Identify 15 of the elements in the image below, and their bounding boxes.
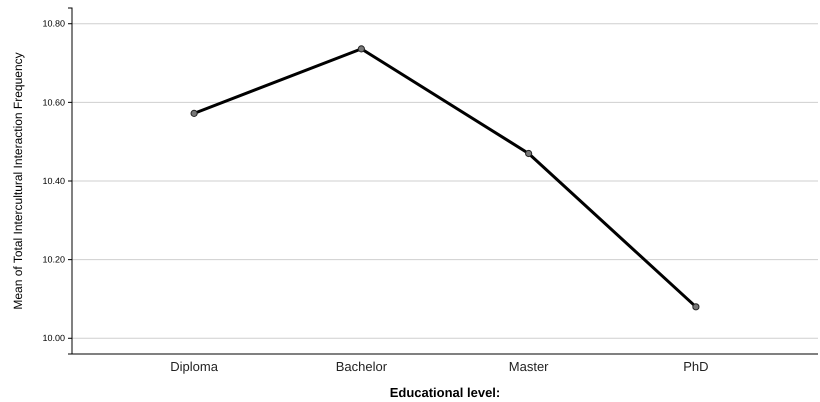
point xyxy=(190,110,198,117)
point xyxy=(358,45,365,52)
x-tick-label: Master xyxy=(508,359,550,374)
x-axis-title: Educational level: xyxy=(390,385,500,400)
x-tick-label: Diploma xyxy=(170,359,219,374)
y-tick-label: 10.60 xyxy=(42,97,65,108)
point xyxy=(692,303,700,310)
y-tick-label: 10.80 xyxy=(42,18,65,29)
y-tick-label: 10.00 xyxy=(42,333,65,344)
x-tick-label: Bachelor xyxy=(336,359,388,374)
point xyxy=(525,150,532,158)
y-tick-label: 10.20 xyxy=(42,254,65,265)
y-axis-title: Mean of Total Intercultural Interaction Frequency xyxy=(11,52,25,310)
x-tick-label: PhD xyxy=(683,359,709,374)
y-tick-label: 10.40 xyxy=(42,176,65,186)
